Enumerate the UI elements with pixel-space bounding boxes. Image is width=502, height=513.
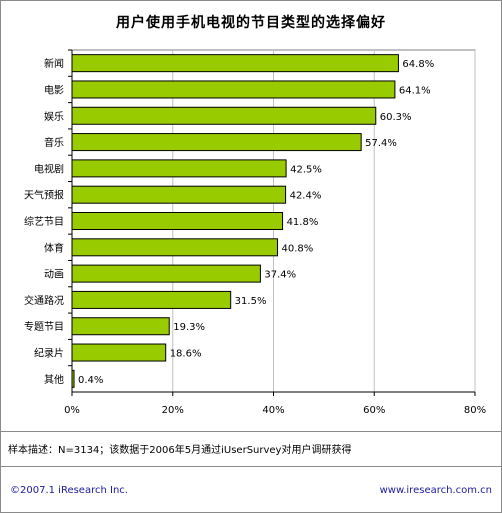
bar xyxy=(71,54,399,73)
bar-chart: 新闻 64.8% 电影 64.1% 娱乐 60.3% 音乐 57.4% 电视剧 42.5% 天气预报… xyxy=(24,49,486,416)
x-tick-label: 0% xyxy=(64,405,80,416)
category-label: 天气预报 xyxy=(24,189,64,202)
category-label: 新闻 xyxy=(44,57,64,70)
value-label: 18.6% xyxy=(170,349,202,360)
value-label: 19.3% xyxy=(173,322,205,333)
category-label: 专题节目 xyxy=(24,320,64,333)
value-label: 42.4% xyxy=(290,191,322,202)
category-label: 体育 xyxy=(44,241,64,254)
bar xyxy=(71,264,261,283)
value-label: 60.3% xyxy=(380,112,412,123)
value-label: 64.8% xyxy=(402,59,434,70)
category-label: 交通路况 xyxy=(24,294,64,307)
bar xyxy=(71,133,362,152)
bar xyxy=(71,343,167,362)
x-tick-label: 80% xyxy=(464,405,486,416)
x-tick-label: 60% xyxy=(363,405,385,416)
category-label: 音乐 xyxy=(44,136,64,149)
bar xyxy=(71,80,396,99)
value-label: 64.1% xyxy=(399,85,431,96)
value-label: 41.8% xyxy=(287,217,319,228)
category-label: 娱乐 xyxy=(44,110,64,123)
category-label: 动画 xyxy=(44,269,64,281)
divider-bottom xyxy=(1,466,501,467)
bar xyxy=(71,290,232,309)
category-label: 电影 xyxy=(44,83,64,96)
divider-top xyxy=(1,431,501,432)
copyright-text: ©2007.1 iResearch Inc. xyxy=(10,485,128,496)
chart-title: 用户使用手机电视的节目类型的选择偏好 xyxy=(116,15,386,31)
value-label: 57.4% xyxy=(365,138,397,149)
sample-note: 样本描述：N=3134；该数据于2006年5月通过iUserSurvey对用户调… xyxy=(8,445,352,456)
bar xyxy=(71,185,287,204)
value-label: 42.5% xyxy=(290,164,322,175)
website-url: www.iresearch.com.cn xyxy=(379,485,492,496)
value-label: 31.5% xyxy=(235,296,267,307)
bar xyxy=(71,159,287,178)
category-label: 纪录片 xyxy=(34,347,64,360)
bar xyxy=(71,238,279,257)
bar xyxy=(71,369,75,388)
bar xyxy=(71,317,170,336)
category-label: 其他 xyxy=(44,373,64,386)
x-tick-label: 20% xyxy=(162,405,184,416)
value-label: 0.4% xyxy=(78,375,103,386)
value-label: 40.8% xyxy=(282,243,314,254)
category-label: 综艺节目 xyxy=(24,215,64,228)
bar xyxy=(71,212,284,230)
bar xyxy=(71,106,377,125)
x-tick-label: 40% xyxy=(262,405,284,416)
category-label: 电视剧 xyxy=(34,162,64,175)
value-label: 37.4% xyxy=(264,270,296,281)
